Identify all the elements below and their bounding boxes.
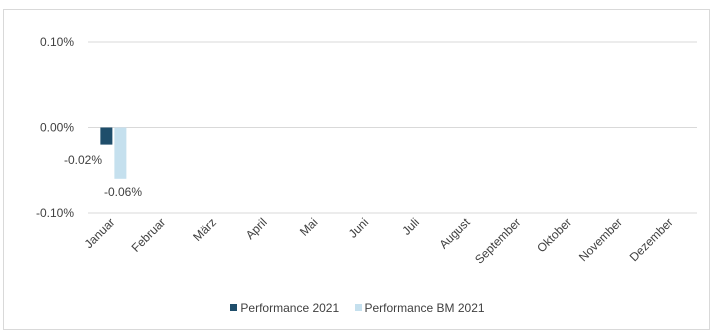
- x-tick-label: Oktober: [534, 215, 574, 255]
- legend-label-performance-2021: Performance 2021: [240, 300, 340, 315]
- bar: [114, 127, 127, 179]
- y-tick-label: -0.10%: [36, 206, 74, 220]
- x-tick-label: Juni: [346, 215, 371, 240]
- x-tick-label: März: [190, 215, 219, 244]
- x-tick-label: Februar: [129, 215, 169, 255]
- legend-label-performance-bm-2021: Performance BM 2021: [364, 300, 485, 315]
- x-tick-label: Mai: [297, 215, 321, 239]
- data-label: -0.06%: [104, 185, 142, 199]
- legend-swatch-performance-bm-2021: [354, 304, 362, 311]
- x-tick-label: Dezember: [627, 215, 676, 264]
- legend-item-performance-2021: Performance 2021: [230, 301, 339, 315]
- y-tick-label: 0.00%: [40, 121, 74, 135]
- x-tick-label: April: [243, 215, 270, 242]
- x-tick-label: September: [472, 215, 523, 266]
- x-tick-label: November: [576, 215, 625, 264]
- data-label: -0.02%: [64, 153, 102, 167]
- y-tick-label: 0.10%: [40, 35, 74, 49]
- legend-swatch-performance-2021: [230, 304, 238, 311]
- x-tick-label: August: [436, 215, 473, 252]
- x-tick-label: Januar: [82, 215, 118, 251]
- chart-legend: Performance 2021 Performance BM 2021: [0, 300, 715, 315]
- legend-item-performance-bm-2021: Performance BM 2021: [354, 300, 485, 315]
- bar: [100, 127, 113, 145]
- x-tick-label: Juli: [399, 215, 422, 238]
